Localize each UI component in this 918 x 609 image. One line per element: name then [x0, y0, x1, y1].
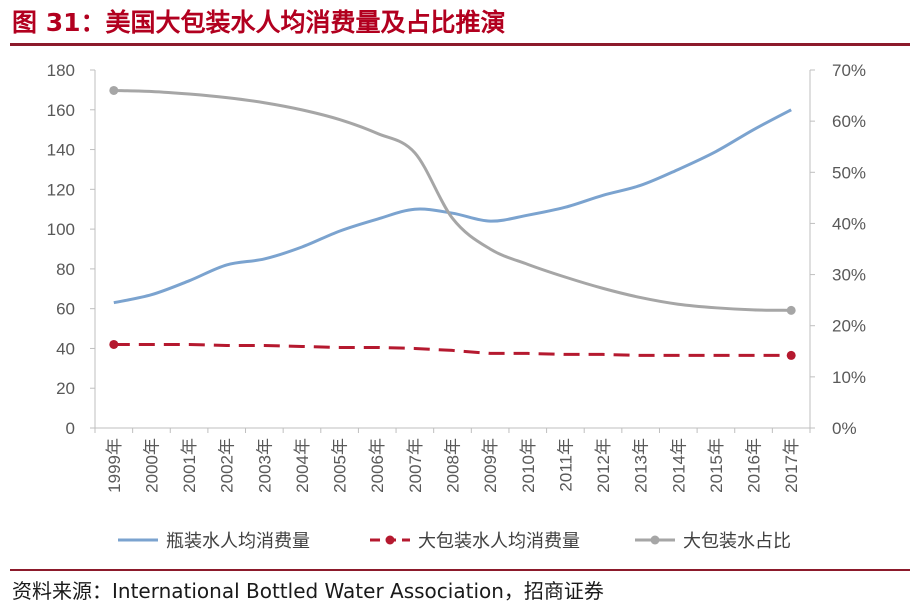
- footer-rule: [10, 569, 910, 571]
- chart-legend: 瓶装水人均消费量 大包装水人均消费量 大包装水占比: [118, 531, 791, 552]
- left-tick-label: 20: [56, 379, 75, 398]
- x-tick-label: 2002年: [218, 438, 237, 493]
- x-tick-label: 2016年: [745, 438, 764, 493]
- left-tick-label: 100: [47, 220, 75, 239]
- chart-axes: 0 20 40 60 80 100 120 140 160 180 0% 10% 20% 30% 40% 50…: [47, 61, 866, 493]
- series-line-1: [113, 342, 792, 357]
- legend-label-2: 大包装水占比: [683, 531, 791, 552]
- x-tick-label: 2010年: [519, 438, 538, 493]
- x-tick-label: 2013年: [632, 438, 651, 493]
- left-tick-label: 180: [47, 61, 75, 80]
- series-point-1: [109, 339, 119, 349]
- x-tick-label: 2012年: [594, 438, 613, 493]
- right-tick-label: 10%: [832, 368, 866, 387]
- series-point-2: [786, 305, 796, 315]
- series-line-0: [113, 108, 792, 305]
- x-tick-label: 2005年: [331, 438, 350, 493]
- x-tick-label: 2009年: [481, 438, 500, 493]
- x-tick-label: 2000年: [142, 438, 161, 493]
- legend-label-0: 瓶装水人均消费量: [166, 531, 310, 552]
- right-tick-label: 40%: [832, 214, 866, 233]
- left-tick-label: 40: [56, 339, 75, 358]
- series-point-2: [109, 85, 119, 95]
- right-tick-label: 60%: [832, 112, 866, 131]
- left-tick-label: 160: [47, 101, 75, 120]
- legend-marker-2: [650, 535, 660, 545]
- x-tick-label: 2007年: [406, 438, 425, 493]
- chart-series: [109, 85, 796, 360]
- title-rule: [10, 43, 910, 46]
- left-tick-label: 120: [47, 180, 75, 199]
- legend-label-1: 大包装水人均消费量: [418, 531, 580, 552]
- figure-title: 图 31：美国大包装水人均消费量及占比推演: [12, 8, 506, 37]
- x-tick-label: 2003年: [255, 438, 274, 493]
- x-tick-label: 2006年: [368, 438, 387, 493]
- x-tick-label: 1999年: [105, 438, 124, 493]
- x-tick-label: 2014年: [669, 438, 688, 493]
- x-tick-label: 2011年: [556, 438, 575, 492]
- x-tick-label: 2001年: [180, 438, 199, 493]
- left-tick-label: 80: [56, 260, 75, 279]
- right-tick-label: 70%: [832, 61, 866, 80]
- right-tick-label: 50%: [832, 163, 866, 182]
- right-tick-label: 0%: [832, 419, 857, 438]
- x-tick-label: 2015年: [707, 438, 726, 493]
- x-tick-label: 2017年: [782, 438, 801, 493]
- series-line-2: [113, 88, 792, 312]
- source-note: 资料来源：International Bottled Water Associa…: [12, 579, 604, 603]
- left-tick-label: 140: [47, 141, 75, 160]
- x-tick-label: 2008年: [444, 438, 463, 493]
- right-tick-label: 30%: [832, 266, 866, 285]
- left-tick-label: 60: [56, 300, 75, 319]
- x-tick-label: 2004年: [293, 438, 312, 493]
- left-tick-label: 0: [66, 419, 75, 438]
- right-tick-label: 20%: [832, 317, 866, 336]
- legend-marker-1: [385, 535, 395, 545]
- series-point-1: [786, 350, 796, 360]
